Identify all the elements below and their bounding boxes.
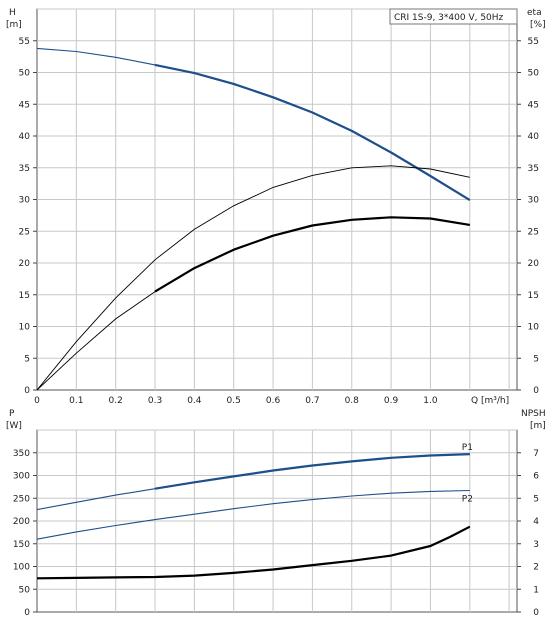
left-tick-label: 5 bbox=[24, 354, 30, 364]
x-tick-label: 0.3 bbox=[148, 396, 162, 406]
npsh-axis-label: NPSH bbox=[521, 409, 546, 419]
x-tick-label: 0.7 bbox=[305, 396, 319, 406]
right-tick-label: 7 bbox=[533, 449, 539, 459]
power-npsh-chart: 0 50 100 150 200 250 300 350 0 1 2 3 4 5 6 7 P [W] NPSH… bbox=[6, 409, 546, 618]
x-tick-label: 0.4 bbox=[187, 396, 202, 406]
title-box: CRI 1S-9, 3*400 V, 50Hz bbox=[389, 8, 518, 25]
right-tick-label: 20 bbox=[528, 259, 540, 269]
right-tick-label: 5 bbox=[533, 494, 539, 504]
right-tick-label: 0 bbox=[533, 608, 539, 618]
flow-axis-label: Q [m³/h] bbox=[471, 396, 509, 406]
head-axis-unit: [m] bbox=[6, 20, 22, 30]
x-tick-label: 0.8 bbox=[345, 396, 360, 406]
right-tick-label: 10 bbox=[528, 323, 540, 333]
series-line bbox=[36, 489, 470, 540]
right-tick-label: 5 bbox=[533, 354, 539, 364]
power-axis-label: P bbox=[9, 409, 15, 419]
power-npsh-series bbox=[36, 453, 471, 580]
left-tick-label: 50 bbox=[19, 69, 31, 79]
right-tick-label: 3 bbox=[533, 540, 539, 550]
left-tick-label: 0 bbox=[24, 608, 30, 618]
head-efficiency-ticks: 0 5 10 15 20 25 30 35 40 45 50 55 0 5 10 15 20 25 30 35 40 45… bbox=[19, 37, 540, 406]
left-tick-label: 0 bbox=[24, 386, 30, 396]
x-tick-label: 0.6 bbox=[266, 396, 281, 406]
power-npsh-grid bbox=[37, 429, 517, 612]
left-tick-label: 250 bbox=[13, 494, 30, 504]
head-axis-label: H bbox=[9, 8, 16, 18]
efficiency-axis-label: eta bbox=[527, 8, 542, 18]
right-tick-label: 30 bbox=[528, 196, 540, 206]
right-tick-label: 6 bbox=[533, 472, 539, 482]
x-tick-label: 0.2 bbox=[109, 396, 123, 406]
left-tick-label: 20 bbox=[19, 259, 31, 269]
npsh-axis-unit: [m] bbox=[530, 421, 546, 431]
title-box-frame bbox=[389, 8, 518, 25]
left-tick-label: 35 bbox=[19, 164, 30, 174]
right-tick-label: 35 bbox=[528, 164, 539, 174]
head-efficiency-chart: 0 5 10 15 20 25 30 35 40 45 50 55 0 5 10 15 20 25 30 35 40 45… bbox=[6, 8, 546, 406]
right-tick-label: 25 bbox=[528, 227, 539, 237]
right-tick-label: 15 bbox=[528, 291, 539, 301]
right-tick-label: 4 bbox=[533, 517, 539, 527]
chart-title: CRI 1S-9, 3*400 V, 50Hz bbox=[394, 13, 504, 23]
head-efficiency-grid bbox=[37, 8, 517, 390]
left-tick-label: 50 bbox=[19, 585, 31, 595]
right-tick-label: 45 bbox=[528, 100, 539, 110]
head-efficiency-series bbox=[36, 47, 471, 391]
series-line bbox=[36, 453, 470, 511]
left-tick-label: 45 bbox=[19, 100, 30, 110]
right-tick-label: 1 bbox=[533, 585, 539, 595]
series-line bbox=[36, 47, 471, 201]
left-tick-label: 15 bbox=[19, 291, 30, 301]
left-tick-label: 300 bbox=[13, 472, 30, 482]
x-tick-label: 0.1 bbox=[69, 396, 83, 406]
x-tick-label: 0.9 bbox=[384, 396, 399, 406]
left-tick-label: 25 bbox=[19, 227, 30, 237]
x-tick-label: 1.0 bbox=[423, 396, 438, 406]
left-tick-label: 100 bbox=[13, 563, 30, 573]
series-line-operating-range bbox=[154, 216, 470, 293]
left-tick-label: 40 bbox=[19, 132, 31, 142]
series-line-operating-range bbox=[154, 453, 470, 490]
right-tick-label: 40 bbox=[528, 132, 540, 142]
power-npsh-ticks: 0 50 100 150 200 250 300 350 0 1 2 3 4 5 6 7 bbox=[13, 449, 539, 618]
left-tick-label: 10 bbox=[19, 323, 31, 333]
series-label-p2: P2 bbox=[462, 495, 473, 505]
series-line bbox=[36, 165, 470, 391]
right-tick-label: 0 bbox=[533, 386, 539, 396]
left-tick-label: 350 bbox=[13, 449, 30, 459]
x-tick-label: 0.5 bbox=[227, 396, 241, 406]
left-tick-label: 30 bbox=[19, 196, 31, 206]
left-tick-label: 150 bbox=[13, 540, 30, 550]
x-tick-label: 0 bbox=[34, 396, 40, 406]
left-tick-label: 55 bbox=[19, 37, 30, 47]
right-tick-label: 55 bbox=[528, 37, 539, 47]
series-label-p1: P1 bbox=[462, 443, 473, 453]
left-tick-label: 200 bbox=[13, 517, 30, 527]
series-line-operating-range bbox=[36, 525, 471, 580]
efficiency-axis-unit: [%] bbox=[530, 20, 546, 30]
power-axis-unit: [W] bbox=[6, 421, 22, 431]
right-tick-label: 2 bbox=[533, 563, 539, 573]
right-tick-label: 50 bbox=[528, 69, 540, 79]
